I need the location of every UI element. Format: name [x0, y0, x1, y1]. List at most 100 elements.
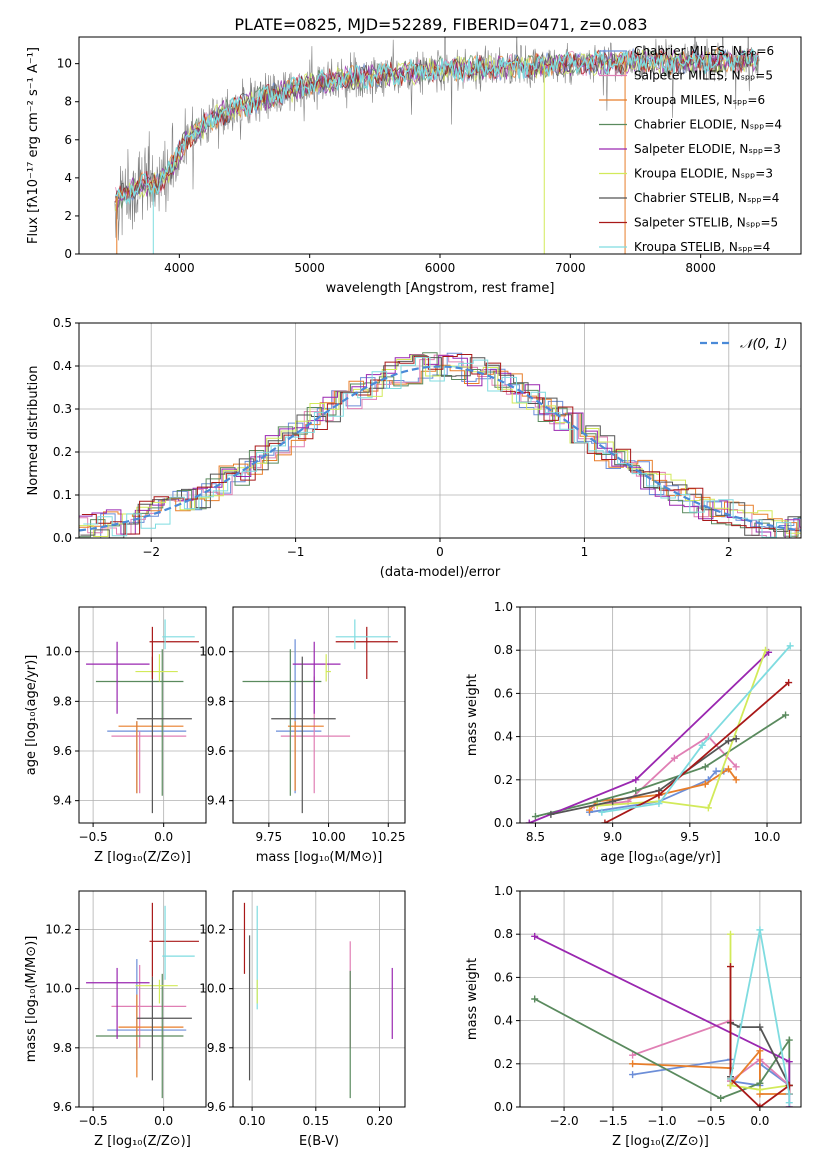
series-marker	[756, 1047, 764, 1055]
legend-label: Kroupa STELIB, Nₛₚₚ=4	[634, 240, 770, 254]
error-bars	[243, 902, 393, 1099]
y-tick-label: 9.6	[207, 1100, 226, 1114]
y-tick-label: 0	[64, 247, 72, 261]
data-point-salpeter_elodie	[292, 641, 341, 714]
y-tick-label: 0.0	[53, 531, 72, 545]
y-tick-label: 0.5	[53, 316, 72, 330]
y-tick-label: 10.0	[45, 982, 72, 996]
series-marker	[629, 1071, 637, 1079]
series-marker	[761, 646, 769, 654]
data-point-chabrier_miles	[107, 959, 187, 1060]
panel-Z-vs-age: −0.5 0.0 9.4 9.6 9.8 10.0 Z [log₁₀(Z/Z⊙)] age […	[24, 606, 207, 865]
x-tick-label: 10.25	[371, 830, 405, 844]
x-tick-label: 8.5	[526, 830, 545, 844]
x-tick-label: 6000	[425, 261, 456, 275]
y-tick-label: 9.8	[53, 694, 72, 708]
panel-Z-vs-mass: −0.5 0.0 9.6 9.8 10.0 10.2 Z [log₁₀(Z/Z⊙)] mass…	[24, 890, 207, 1149]
y-tick-label: 2	[64, 209, 72, 223]
axes-frame	[78, 322, 802, 539]
series-marker	[609, 797, 617, 805]
model-spectrum-chabrier_elodie	[115, 48, 759, 211]
axes-frame	[78, 890, 207, 1108]
series-marker	[724, 737, 732, 745]
series-marker	[585, 806, 593, 814]
data-point-chabrier_miles	[107, 721, 187, 794]
legend-label: Salpeter MILES, Nₛₚₚ=5	[634, 69, 773, 83]
histograms	[79, 352, 801, 538]
series-marker	[717, 1094, 725, 1102]
y-tick-label: 0.2	[494, 1057, 513, 1071]
histogram-salpeter_stelib	[81, 354, 801, 538]
axes-frame	[78, 606, 207, 824]
x-tick-label: −0.5	[79, 830, 108, 844]
panel-residual-histogram: −2 −1 0 1 2 0.0 0.1 0.2 0.3 0.4 0.5 (data-model)/er…	[26, 316, 802, 580]
series-line	[601, 645, 791, 814]
error-bars	[242, 619, 398, 814]
series-marker	[756, 1103, 764, 1107]
legend-label: Chabrier MILES, Nₛₚₚ=6	[634, 44, 774, 58]
series-marker	[629, 1060, 637, 1068]
error-bars	[86, 902, 199, 1099]
series-line	[632, 1058, 790, 1087]
y-tick-label: 9.8	[207, 694, 226, 708]
model-spectrum-kroupa_stelib	[115, 48, 759, 206]
series-marker	[756, 1086, 764, 1094]
y-tick-label: 10.2	[199, 922, 226, 936]
series-marker	[712, 767, 720, 775]
histogram-chabrier_stelib	[80, 355, 801, 538]
y-tick-label: 0.4	[494, 730, 513, 744]
legend-label: Chabrier ELODIE, Nₛₚₚ=4	[634, 118, 782, 132]
error-bars	[86, 619, 199, 814]
y-axis-label: mass weight	[465, 958, 480, 1040]
y-tick-label: 1.0	[494, 600, 513, 614]
series-marker	[756, 1023, 764, 1031]
series-marker	[547, 810, 555, 818]
series-line	[597, 649, 767, 809]
weight-lines	[531, 926, 793, 1107]
panel-mass-vs-age: 9.75 10.00 10.25 9.4 9.6 9.8 10.0 mass [log₁₀(M…	[199, 606, 406, 865]
x-tick-label: −0.5	[79, 1114, 108, 1128]
axes-frame	[232, 606, 406, 824]
y-tick-label: 10	[57, 57, 72, 71]
x-axis-label: age [log₁₀(age/yr)]	[600, 850, 721, 865]
y-tick-label: 0.8	[494, 643, 513, 657]
series-marker	[785, 1090, 793, 1098]
series-marker	[701, 763, 709, 771]
x-axis-label: wavelength [Angstrom, rest frame]	[326, 281, 555, 296]
data-point-salpeter_stelib	[335, 626, 398, 679]
x-axis-label: Z [log₁₀(Z/Z⊙)]	[94, 850, 191, 865]
spectrum-lines	[114, 37, 760, 254]
y-tick-label: 9.8	[207, 1041, 226, 1055]
x-axis-label: Z [log₁₀(Z/Z⊙)]	[94, 1134, 191, 1149]
axes-frame	[519, 890, 802, 1108]
y-axis-label: age [log₁₀(age/yr)]	[24, 655, 39, 776]
x-tick-label: 8000	[685, 261, 716, 275]
y-tick-label: 0.8	[494, 927, 513, 941]
y-tick-label: 4	[64, 171, 72, 185]
legend-label: 𝒩(0, 1)	[740, 337, 787, 352]
series-marker	[782, 711, 790, 719]
series-kroupa_stelib	[727, 926, 793, 1107]
series-line	[528, 651, 770, 823]
x-tick-label: 4000	[164, 261, 195, 275]
series-marker	[698, 741, 706, 749]
series-marker	[727, 963, 735, 971]
series-chabrier_elodie	[531, 711, 790, 821]
series-kroupa_elodie	[593, 646, 769, 812]
x-tick-label: 0.0	[750, 1114, 769, 1128]
series-marker	[632, 776, 640, 784]
series-marker	[732, 735, 740, 743]
y-tick-label: 0.3	[53, 402, 72, 416]
x-axis-label: (data-model)/error	[380, 565, 501, 580]
series-marker	[531, 813, 539, 821]
y-axis-label: mass [log₁₀(M/M⊙)]	[24, 936, 39, 1063]
data-point-salpeter_stelib	[149, 902, 199, 977]
series-marker	[724, 765, 732, 773]
panel-ebv-vs-mass: 0.10 0.15 0.20 9.6 9.8 10.0 10.2 E(B-V)	[199, 890, 406, 1149]
series-marker	[786, 642, 794, 650]
y-tick-label: 0.2	[494, 773, 513, 787]
data-point-kroupa_elodie	[135, 654, 178, 682]
series-marker	[785, 1036, 793, 1044]
data-point-chabrier_stelib	[136, 976, 192, 1081]
series-marker	[785, 679, 793, 687]
